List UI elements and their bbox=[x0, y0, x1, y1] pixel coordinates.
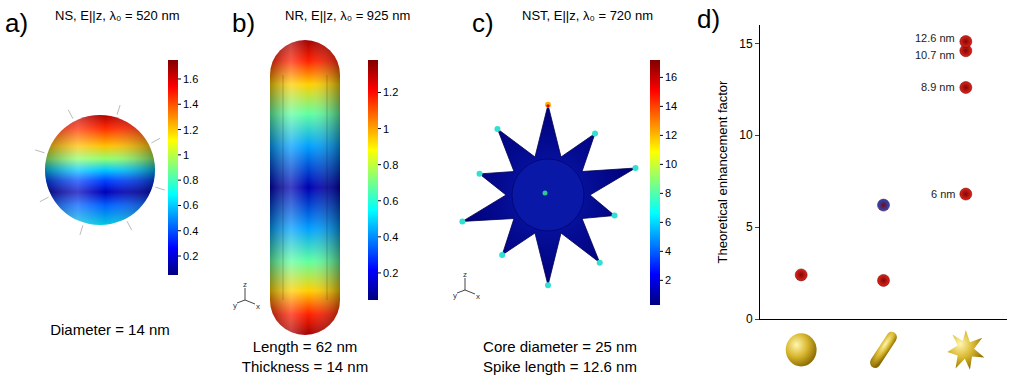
svg-text:NR, E||z, λ₀ = 925 nm: NR, E||z, λ₀ = 925 nm bbox=[285, 8, 410, 23]
svg-text:1.2: 1.2 bbox=[383, 86, 398, 98]
svg-text:5: 5 bbox=[746, 220, 753, 234]
svg-text:z: z bbox=[463, 270, 467, 279]
svg-text:4: 4 bbox=[665, 245, 671, 257]
svg-text:6 nm: 6 nm bbox=[931, 188, 955, 200]
svg-text:1.2: 1.2 bbox=[183, 124, 198, 136]
html-text:d): d) bbox=[697, 4, 721, 34]
svg-text:Theoretical enhancement factor: Theoretical enhancement factor bbox=[715, 80, 730, 263]
svg-text:14: 14 bbox=[665, 100, 677, 112]
svg-text:y: y bbox=[233, 301, 237, 310]
svg-text:Spike length = 12.6 nm: Spike length = 12.6 nm bbox=[483, 358, 637, 375]
svg-text:10.7 nm: 10.7 nm bbox=[915, 49, 955, 61]
svg-text:16: 16 bbox=[665, 71, 677, 83]
svg-text:1: 1 bbox=[183, 149, 189, 161]
svg-text:0.6: 0.6 bbox=[383, 195, 398, 207]
svg-text:12.6 nm: 12.6 nm bbox=[915, 32, 955, 44]
svg-text:b): b) bbox=[232, 8, 255, 38]
svg-text:10: 10 bbox=[665, 158, 677, 170]
svg-text:x: x bbox=[476, 292, 480, 301]
svg-text:0.8: 0.8 bbox=[183, 174, 198, 186]
svg-text:1.6: 1.6 bbox=[183, 73, 198, 85]
svg-text:15: 15 bbox=[739, 37, 753, 51]
svg-text:a): a) bbox=[5, 8, 28, 38]
svg-text:6: 6 bbox=[665, 216, 671, 228]
svg-text:2: 2 bbox=[665, 274, 671, 286]
svg-text:NS, E||z, λ₀ = 520 nm: NS, E||z, λ₀ = 520 nm bbox=[55, 8, 180, 23]
svg-text:0.4: 0.4 bbox=[383, 231, 398, 243]
svg-text:y: y bbox=[453, 291, 457, 300]
svg-text:0: 0 bbox=[746, 312, 753, 326]
svg-text:0.8: 0.8 bbox=[383, 159, 398, 171]
svg-text:Diameter = 14 nm: Diameter = 14 nm bbox=[50, 321, 170, 338]
svg-text:0.4: 0.4 bbox=[183, 225, 198, 237]
svg-text:c): c) bbox=[472, 8, 494, 38]
svg-text:0.2: 0.2 bbox=[183, 250, 198, 262]
svg-text:0.2: 0.2 bbox=[383, 267, 398, 279]
svg-text:1.4: 1.4 bbox=[183, 98, 198, 110]
svg-text:x: x bbox=[256, 302, 260, 311]
svg-text:Thickness = 14 nm: Thickness = 14 nm bbox=[242, 358, 368, 375]
svg-text:NST, E||z, λ₀ = 720 nm: NST, E||z, λ₀ = 720 nm bbox=[522, 8, 653, 23]
svg-text:12: 12 bbox=[665, 129, 677, 141]
svg-text:0.6: 0.6 bbox=[183, 199, 198, 211]
svg-text:Length = 62 nm: Length = 62 nm bbox=[253, 338, 358, 355]
svg-text:1: 1 bbox=[383, 123, 389, 135]
svg-text:Core diameter = 25 nm: Core diameter = 25 nm bbox=[483, 338, 637, 355]
svg-text:8.9 nm: 8.9 nm bbox=[921, 81, 955, 93]
svg-text:z: z bbox=[243, 280, 247, 289]
svg-text:8: 8 bbox=[665, 187, 671, 199]
svg-text:10: 10 bbox=[739, 128, 753, 142]
